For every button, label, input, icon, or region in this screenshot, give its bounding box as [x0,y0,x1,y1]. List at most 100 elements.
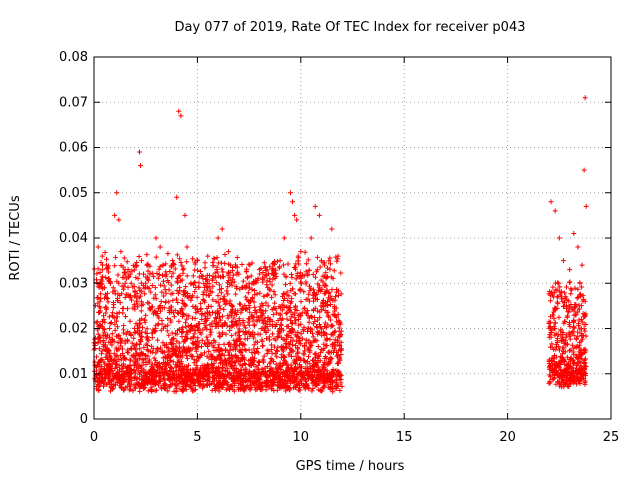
data-point [335,253,341,259]
data-point [102,344,108,350]
data-point [176,318,182,324]
data-point [207,381,213,387]
data-point [579,319,585,325]
data-point [110,376,116,382]
data-point [237,373,243,379]
data-point [264,319,270,325]
data-point [276,331,282,337]
data-point [319,307,325,313]
data-point [314,381,320,387]
data-point [303,269,309,275]
data-point [548,314,554,320]
data-point [277,325,283,331]
data-point [144,347,150,353]
data-point [298,299,304,305]
data-point [577,292,583,298]
data-point [98,351,104,357]
data-point [137,353,143,359]
data-point [292,310,298,316]
data-point [163,299,169,305]
data-point [220,323,226,329]
data-point [148,372,154,378]
data-point [246,261,252,267]
data-point [178,260,184,266]
data-point [330,366,336,372]
data-point [109,331,115,337]
data-point [177,386,183,392]
data-point [283,378,289,384]
data-point [187,374,193,380]
data-point [165,279,171,285]
data-point [122,340,128,346]
data-point [573,312,579,318]
data-point [205,315,211,321]
data-point [575,294,581,300]
data-point [253,387,259,393]
data-point [288,300,294,306]
data-point [121,370,127,376]
data-point [147,367,153,373]
data-point [583,203,589,209]
data-point [322,330,328,336]
data-point [145,359,151,365]
data-point [268,342,274,348]
data-point [579,284,585,290]
data-point [290,348,296,354]
data-point [266,334,272,340]
data-point [184,329,190,335]
data-point [108,384,114,390]
data-point [325,298,331,304]
data-point [576,317,582,323]
data-point [246,347,252,353]
data-point [219,286,225,292]
data-point [138,334,144,340]
data-point [132,262,138,268]
data-point [305,385,311,391]
data-point [251,314,257,320]
data-point [559,371,565,377]
data-point [127,365,133,371]
data-point [185,323,191,329]
data-point [174,375,180,381]
data-point [139,289,145,295]
data-point [317,264,323,270]
data-point [334,378,340,384]
data-point [295,317,301,323]
data-point [252,322,258,328]
data-point [151,274,157,280]
data-point [234,255,240,261]
data-point [571,332,577,338]
data-point [270,331,276,337]
data-point [576,354,582,360]
data-point [143,280,149,286]
data-point [225,270,231,276]
data-point [270,266,276,272]
data-point [574,295,580,301]
data-point [222,251,228,257]
data-point [161,293,167,299]
data-point [221,341,227,347]
data-point [211,255,217,261]
data-point [331,329,337,335]
data-point [296,355,302,361]
data-point [294,217,300,223]
data-point [145,274,151,280]
data-point [221,299,227,305]
data-point [288,272,294,278]
data-point [277,258,283,264]
data-point [257,304,263,310]
data-point [285,261,291,267]
data-point [555,301,561,307]
data-point [238,350,244,356]
data-point [137,363,143,369]
data-point [202,325,208,331]
data-point [302,348,308,354]
data-point [299,373,305,379]
data-point [296,371,302,377]
data-point [139,376,145,382]
data-point [142,385,148,391]
data-point [274,348,280,354]
data-point [129,268,135,274]
data-point [97,310,103,316]
data-point [144,335,150,341]
